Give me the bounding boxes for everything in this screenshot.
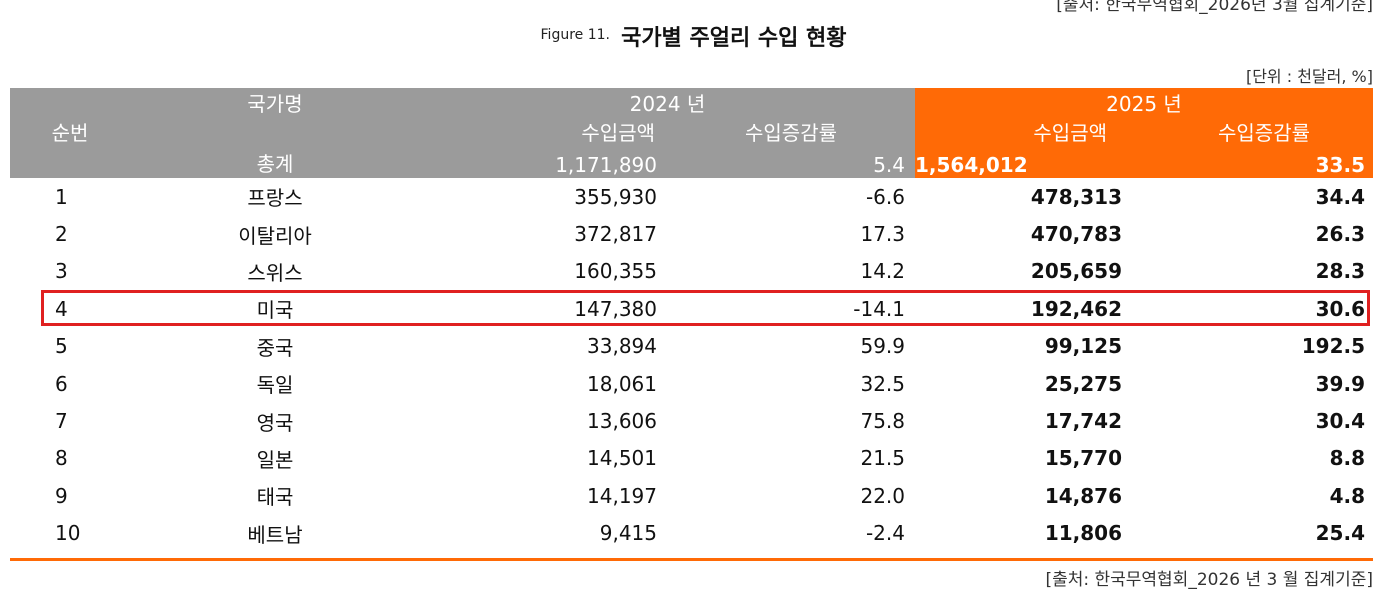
- growth-2025-cell: 30.6: [1315, 296, 1365, 321]
- amount-2024-cell: 372,817: [574, 222, 657, 247]
- country-cell: 미국: [256, 298, 294, 323]
- growth-2025-cell: 30.4: [1315, 409, 1365, 434]
- rank-cell: 4: [55, 296, 68, 321]
- header-year-2024: 2024 년: [420, 88, 915, 117]
- growth-2025-cell: 25.4: [1315, 521, 1365, 546]
- country-cell: 중국: [256, 335, 294, 360]
- country-cell: 스위스: [247, 260, 303, 285]
- amount-2025-cell: 25,275: [1044, 371, 1122, 396]
- total-growth-2025: 33.5: [1155, 148, 1373, 178]
- total-amount-2025: 1,564,012: [915, 148, 1155, 178]
- amount-2025-cell: 192,462: [1030, 296, 1122, 321]
- amount-2025-cell: 478,313: [1030, 184, 1122, 209]
- source-note-bottom: [출처: 한국무역협회_2026 년 3 월 집계기준]: [1045, 570, 1373, 590]
- table-row: 3 스위스 160,355 14.2 205,659 28.3: [10, 253, 1373, 290]
- amount-2024-cell: 14,501: [587, 446, 657, 471]
- table-row-highlighted: 4 미국 147,380 -14.1 192,462 30.6: [10, 290, 1373, 327]
- growth-2025-cell: 39.9: [1315, 371, 1365, 396]
- growth-2024-cell: 32.5: [860, 371, 905, 396]
- rank-cell: 3: [55, 259, 68, 284]
- amount-2025-cell: 470,783: [1030, 222, 1122, 247]
- table-row: 5 중국 33,894 59.9 99,125 192.5: [10, 328, 1373, 365]
- header-year-2025: 2025 년: [915, 88, 1373, 117]
- growth-2024-cell: 75.8: [860, 409, 905, 434]
- header-amount-2025: 수입금액: [915, 117, 1155, 148]
- country-cell: 프랑스: [247, 186, 303, 211]
- table-row: 10 베트남 9,415 -2.4 11,806 25.4: [10, 515, 1373, 552]
- table-bottom-rule: [10, 558, 1373, 561]
- figure-label: Figure 11.: [540, 27, 610, 43]
- amount-2025-cell: 11,806: [1044, 521, 1122, 546]
- table-row: 9 태국 14,197 22.0 14,876 4.8: [10, 477, 1373, 514]
- total-growth-2024: 5.4: [667, 148, 915, 178]
- amount-2025-cell: 205,659: [1030, 259, 1122, 284]
- amount-2025-cell: 14,876: [1044, 483, 1122, 508]
- country-cell: 베트남: [247, 522, 303, 547]
- rank-cell: 2: [55, 222, 68, 247]
- import-table: 국가명 2024 년 2025 년 순번 수입금액 수입증감률 수입금액 수입증…: [10, 88, 1373, 552]
- growth-2025-cell: 26.3: [1315, 222, 1365, 247]
- amount-2024-cell: 160,355: [574, 259, 657, 284]
- header-cell-empty: [130, 117, 420, 148]
- figure-title: Figure 11. 국가별 주얼리 수입 현황: [0, 20, 1387, 52]
- header-row-years: 국가명 2024 년 2025 년: [10, 88, 1373, 117]
- growth-2025-cell: 28.3: [1315, 259, 1365, 284]
- header-growth-2024: 수입증감률: [667, 117, 915, 148]
- table-row: 2 이탈리아 372,817 17.3 470,783 26.3: [10, 215, 1373, 252]
- amount-2024-cell: 9,415: [599, 521, 657, 546]
- rank-cell: 7: [55, 409, 68, 434]
- amount-2025-cell: 17,742: [1044, 409, 1122, 434]
- country-cell: 태국: [256, 485, 294, 510]
- header-cell-empty: [10, 88, 130, 117]
- country-cell: 독일: [256, 373, 294, 398]
- unit-note: [단위 : 천달러, %]: [1245, 67, 1373, 86]
- growth-2024-cell: 14.2: [860, 259, 905, 284]
- header-country: 국가명: [130, 88, 420, 117]
- table-row: 1 프랑스 355,930 -6.6 478,313 34.4: [10, 178, 1373, 215]
- header-row-columns: 순번 수입금액 수입증감률 수입금액 수입증감률: [10, 117, 1373, 148]
- rank-cell: 5: [55, 334, 68, 359]
- country-cell: 이탈리아: [238, 223, 312, 248]
- figure-title-text: 국가별 주얼리 수입 현황: [621, 26, 847, 51]
- rank-cell: 9: [55, 483, 68, 508]
- table-row: 7 영국 13,606 75.8 17,742 30.4: [10, 402, 1373, 439]
- growth-2024-cell: -6.6: [865, 184, 905, 209]
- rank-cell: 1: [55, 184, 68, 209]
- header-amount-2024: 수입금액: [420, 117, 667, 148]
- growth-2025-cell: 34.4: [1315, 184, 1365, 209]
- growth-2024-cell: 21.5: [860, 446, 905, 471]
- growth-2024-cell: -2.4: [865, 521, 905, 546]
- country-cell: 일본: [256, 447, 294, 472]
- growth-2024-cell: -14.1: [853, 296, 905, 321]
- growth-2024-cell: 22.0: [860, 483, 905, 508]
- amount-2024-cell: 18,061: [587, 371, 657, 396]
- header-rank: 순번: [10, 117, 130, 148]
- growth-2025-cell: 192.5: [1301, 334, 1365, 359]
- rank-cell: 8: [55, 446, 68, 471]
- rank-cell: 10: [55, 521, 81, 546]
- country-cell: 영국: [256, 410, 294, 435]
- total-label: 총계: [130, 148, 420, 178]
- amount-2025-cell: 99,125: [1044, 334, 1122, 359]
- amount-2024-cell: 355,930: [574, 184, 657, 209]
- total-amount-2024: 1,171,890: [420, 148, 667, 178]
- total-row: 총계 1,171,890 5.4 1,564,012 33.5: [10, 148, 1373, 178]
- amount-2024-cell: 13,606: [587, 409, 657, 434]
- header-growth-2025: 수입증감률: [1155, 117, 1373, 148]
- amount-2024-cell: 33,894: [587, 334, 657, 359]
- amount-2024-cell: 14,197: [587, 483, 657, 508]
- growth-2024-cell: 59.9: [860, 334, 905, 359]
- growth-2024-cell: 17.3: [860, 222, 905, 247]
- amount-2024-cell: 147,380: [574, 296, 657, 321]
- source-note-top: [출처: 한국무역협회_2026년 3월 집계기준]: [1056, 0, 1373, 15]
- amount-2025-cell: 15,770: [1044, 446, 1122, 471]
- header-cell-empty: [10, 148, 130, 178]
- growth-2025-cell: 8.8: [1329, 446, 1365, 471]
- table-row: 6 독일 18,061 32.5 25,275 39.9: [10, 365, 1373, 402]
- rank-cell: 6: [55, 371, 68, 396]
- table-row: 8 일본 14,501 21.5 15,770 8.8: [10, 440, 1373, 477]
- growth-2025-cell: 4.8: [1329, 483, 1365, 508]
